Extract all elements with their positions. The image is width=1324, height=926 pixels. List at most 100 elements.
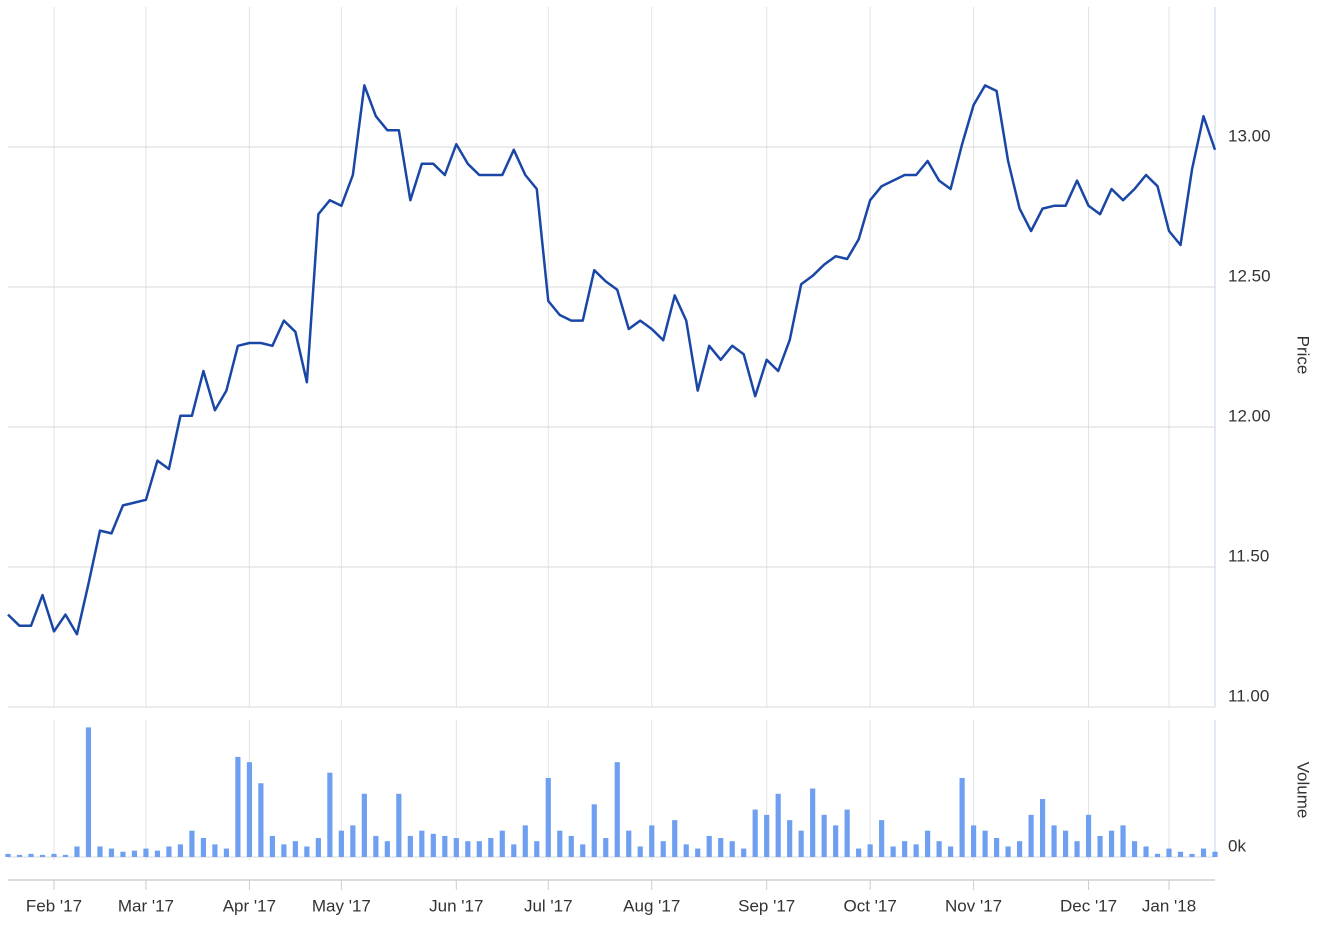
volume-bar [994, 838, 1000, 857]
volume-bar [706, 835, 712, 857]
volume-bar [407, 835, 413, 857]
volume-bar [120, 851, 126, 857]
volume-bar [442, 835, 448, 857]
x-tick-label: Feb '17 [26, 896, 82, 915]
volume-bar [189, 830, 195, 857]
volume-bar [1177, 851, 1184, 857]
volume-bar [1028, 814, 1034, 857]
volume-bar [557, 830, 563, 857]
x-tick-label: Jan '18 [1142, 896, 1196, 915]
x-tick-label: Nov '17 [945, 896, 1002, 915]
x-tick-label: Aug '17 [623, 896, 680, 915]
volume-bar [614, 762, 620, 857]
volume-bar [1016, 841, 1023, 857]
volume-bar [1131, 841, 1138, 857]
volume-bar [729, 841, 735, 857]
volume-bar [327, 772, 333, 857]
volume-bar [959, 777, 965, 857]
volume-bar [304, 846, 310, 857]
volume-bar [1051, 825, 1057, 857]
volume-bar [200, 838, 207, 857]
y-tick-label: 12.00 [1228, 406, 1271, 425]
volume-bar [718, 838, 724, 857]
volume-bar [591, 804, 597, 857]
volume-bar [741, 848, 747, 857]
volume-bar [499, 830, 505, 857]
volume-bar [833, 825, 839, 857]
x-tick-label: Apr '17 [223, 896, 276, 915]
volume-bar [1108, 830, 1115, 857]
price-line [7, 84, 1217, 636]
volume-bar [465, 841, 471, 857]
volume-bar [108, 848, 115, 857]
volume-bar [522, 825, 528, 857]
volume-bar [430, 833, 436, 857]
y-tick-label: 13.00 [1228, 126, 1271, 145]
x-tick-label: Dec '17 [1060, 896, 1117, 915]
volume-bar [235, 756, 241, 857]
volume-bar [867, 844, 873, 857]
volume-bar [1212, 851, 1218, 857]
volume-bar [166, 846, 172, 857]
volume-bar [154, 850, 161, 857]
volume-bar [787, 820, 793, 857]
volume-bar [1143, 846, 1149, 857]
volume-bar [373, 835, 379, 857]
y2-axis-title: Volume [1294, 762, 1313, 819]
volume-bar [258, 783, 264, 857]
volume-bar [39, 854, 46, 857]
volume-bar [936, 841, 942, 857]
volume-bar [361, 793, 367, 857]
volume-bar [545, 777, 551, 857]
volume-bar [902, 841, 908, 857]
volume-bar [51, 853, 57, 857]
volume-bar [396, 793, 402, 857]
volume-bar [97, 846, 103, 857]
volume-bar [419, 830, 425, 857]
y2-tick-label: 0k [1228, 836, 1246, 855]
x-tick-label: Oct '17 [843, 896, 896, 915]
volume-bar [534, 841, 540, 857]
volume-bar [281, 844, 287, 857]
volume-bar [798, 830, 804, 857]
volume-bar [637, 846, 643, 857]
volume-bar [603, 838, 609, 857]
volume-bar [223, 848, 229, 857]
volume-bar [1039, 799, 1046, 857]
volume-bar [925, 830, 931, 857]
y-tick-label: 11.00 [1228, 686, 1269, 705]
volume-bar [143, 848, 149, 857]
volume-bar [695, 848, 701, 857]
volume-bar [1189, 853, 1195, 857]
volume-bar [982, 830, 988, 857]
volume-bar [568, 835, 574, 857]
x-tick-label: Jul '17 [524, 896, 573, 915]
volume-bar [85, 727, 92, 857]
volume-bar [1120, 825, 1126, 857]
volume-bar [844, 809, 850, 857]
volume-bar [476, 841, 482, 857]
volume-bar [660, 841, 666, 857]
volume-bar [350, 825, 356, 857]
volume-bar [1097, 835, 1103, 857]
y-tick-label: 11.50 [1228, 546, 1269, 565]
volume-bar [752, 809, 758, 857]
volume-bar [16, 854, 23, 857]
volume-bar [269, 835, 275, 857]
volume-bar [683, 844, 689, 857]
volume-bar [1074, 841, 1080, 857]
volume-bar [672, 820, 678, 857]
y-axis-title: Price [1294, 336, 1313, 375]
volume-bar [810, 788, 816, 857]
x-tick-label: Mar '17 [118, 896, 174, 915]
volume-bar [1062, 830, 1069, 857]
volume-bar [212, 844, 218, 857]
volume-bar [62, 854, 69, 857]
volume-bar [913, 844, 919, 857]
y-tick-label: 12.50 [1228, 266, 1271, 285]
volume-bar [1005, 846, 1011, 857]
volume-bar [879, 820, 885, 857]
volume-bar [580, 844, 586, 857]
volume-bar [649, 825, 655, 857]
volume-bar [131, 850, 138, 857]
